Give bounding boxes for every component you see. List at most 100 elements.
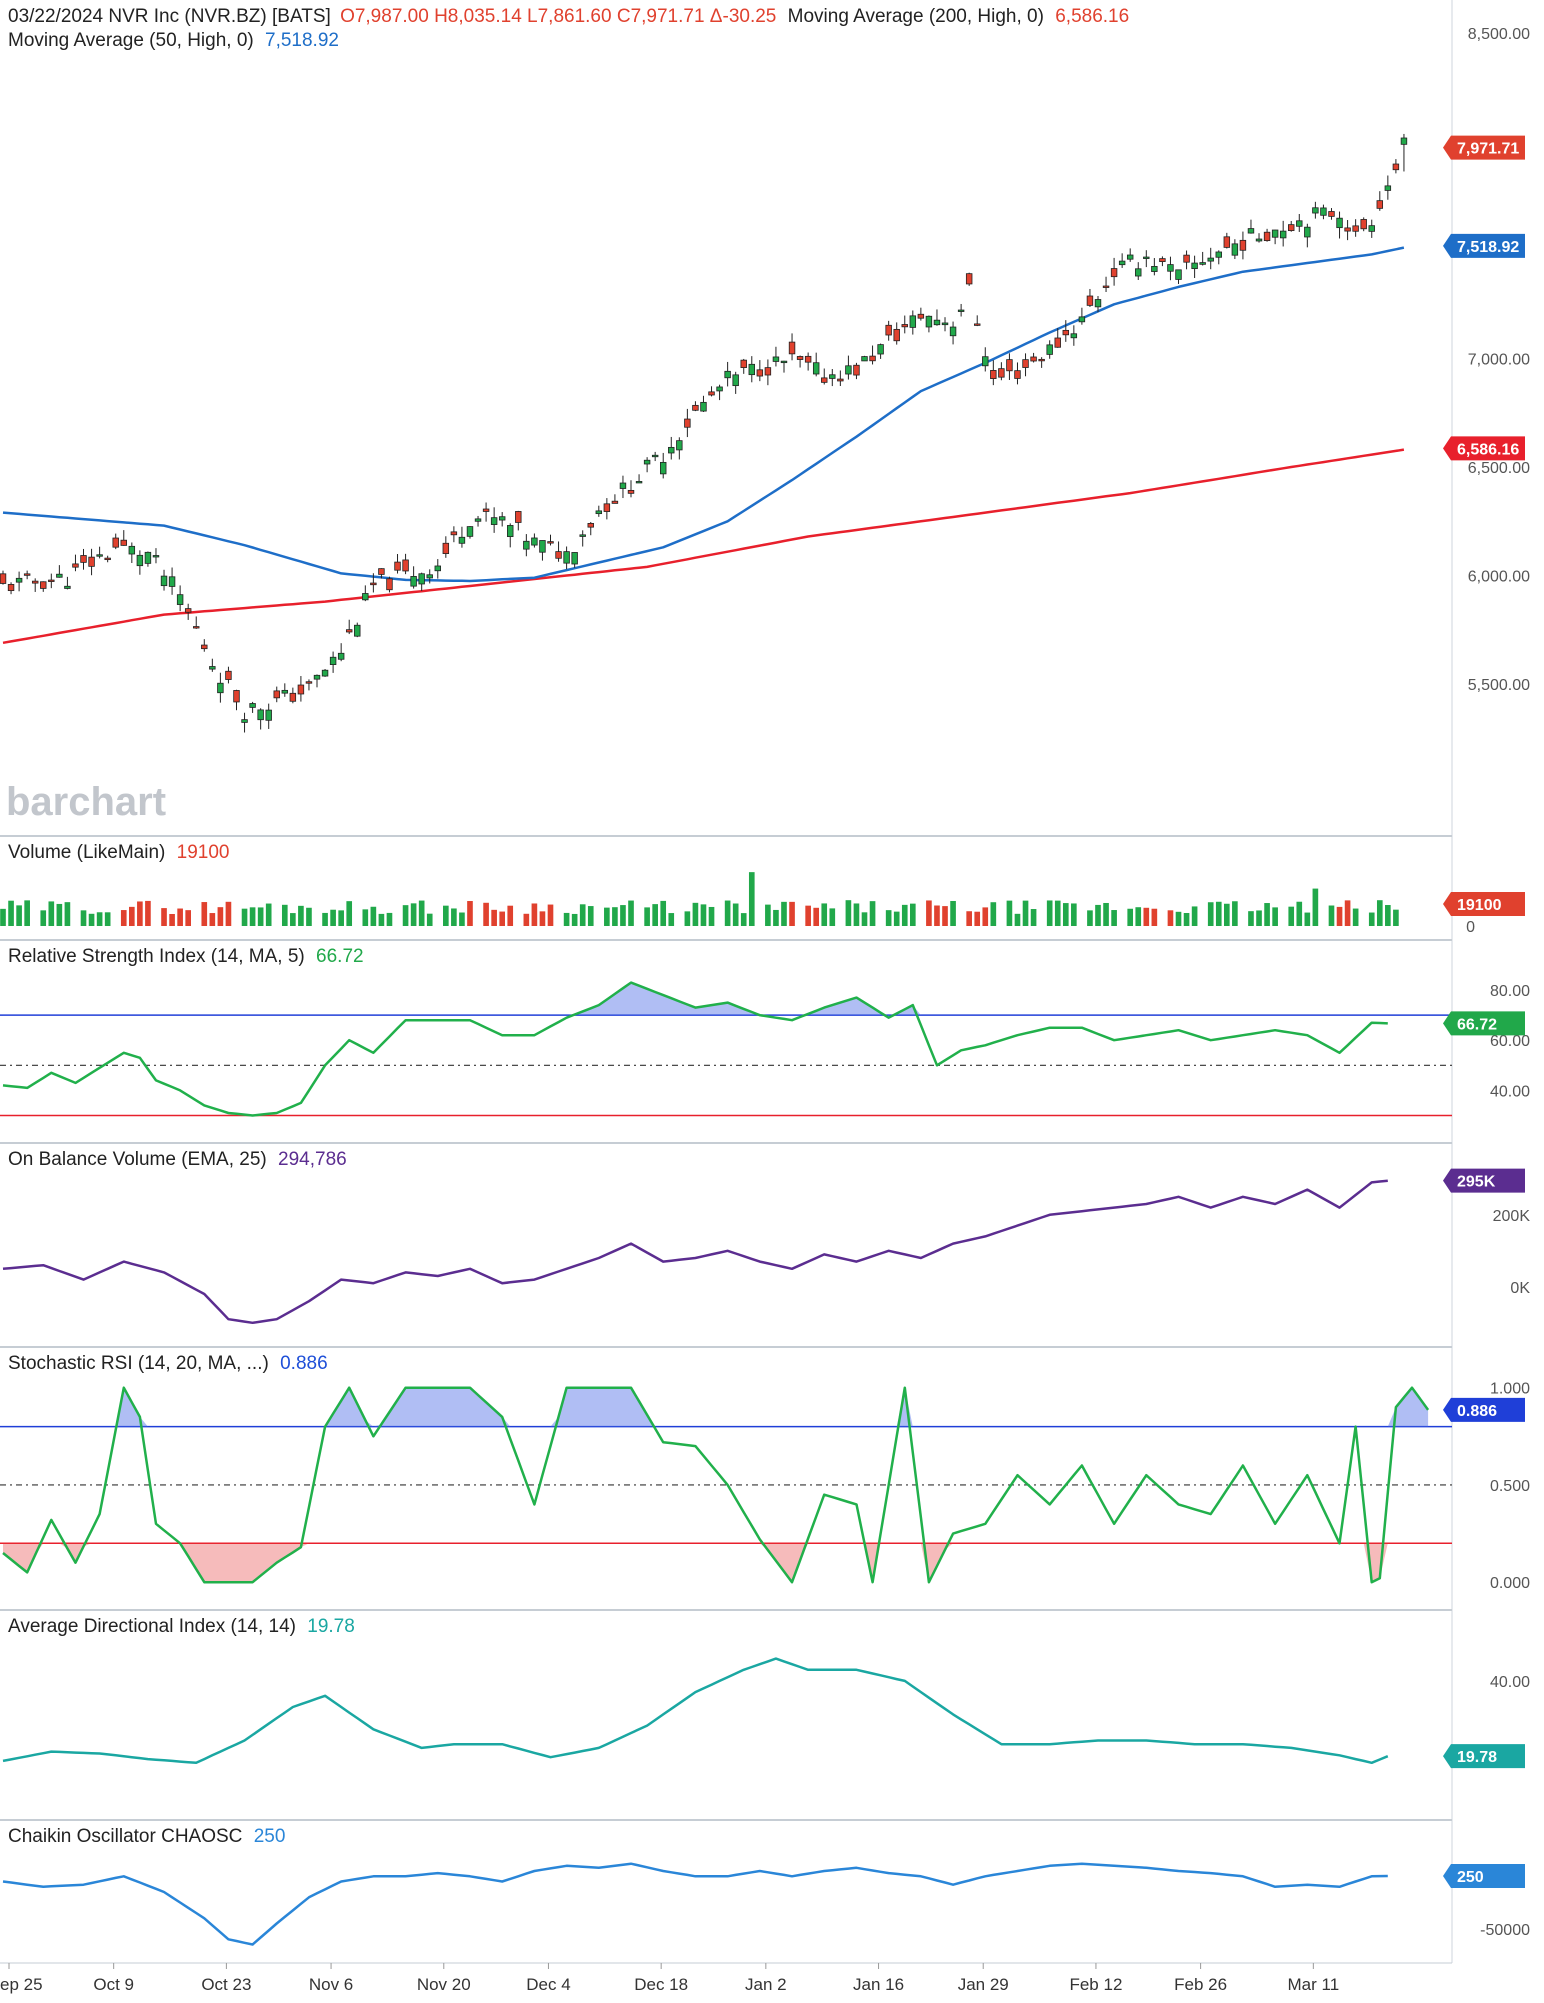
volume-bar-up [451,908,457,926]
candle-down [233,690,240,703]
candle-down [394,561,401,571]
candle-down [402,559,409,572]
adx-pane: 40.00 [2,1657,1530,1765]
last-price-tag-bg [1443,135,1525,160]
candle-down [788,341,796,355]
volume-bar-down [225,901,232,926]
volume-bar-up [1272,907,1278,926]
ma200-label: Moving Average (200, High, 0) [788,6,1044,27]
volume-bar-up [80,910,87,926]
candle-down [587,523,594,528]
volume-bar-down [129,906,135,926]
candle-down [23,573,31,576]
volume-bar-up [563,912,570,926]
candle-down [901,324,908,328]
volume-bar-up [1207,902,1214,926]
volume-bar-up [104,912,111,926]
volume-bar-down [926,900,932,926]
candle-up [982,356,989,367]
candle-down [80,555,87,563]
price-tick-label: 8,500.00 [1468,26,1530,43]
volume-y-axis: 0 [1466,919,1475,936]
candle-up [1247,228,1255,234]
adx-tag-bg [1443,1744,1525,1769]
ma200-line [2,448,1405,645]
chaikin-tag-bg [1443,1863,1525,1888]
candle-up [265,709,272,721]
volume-bar-up [459,912,465,926]
volume-tag-bg [1443,892,1525,916]
candle-down [1344,227,1351,232]
volume-bar-down [813,907,820,926]
stochrsi-tag-label: 0.886 [1457,1403,1497,1420]
volume-bar-up [821,903,828,926]
volume-bar-up [1071,903,1077,926]
adx-line [2,1657,1389,1765]
x-tick-label: Oct 23 [201,1975,251,1994]
volume-bar-up [1352,908,1359,926]
x-tick-label: Mar 11 [1288,1975,1340,1994]
candle-up [539,540,546,553]
volume-bar-up [1183,913,1190,926]
volume-bar-up [257,907,264,926]
candle-up [523,540,530,550]
volume-bar-up [241,908,248,926]
adx-title: Average Directional Index (14, 14) [8,1616,296,1637]
candle-up [1078,316,1086,323]
volume-bar-up [571,913,578,926]
rsi-tag-bg [1443,1011,1525,1036]
candle-up [281,689,289,694]
candle-up [1271,229,1279,238]
obv-title: On Balance Volume (EMA, 25) [8,1149,267,1170]
stochrsi-tick-label: 0.000 [1490,1575,1530,1592]
volume-bar-up [587,906,594,926]
volume-bar-up [1111,910,1117,926]
stochrsi-tick-label: 1.000 [1490,1381,1530,1398]
volume-bar-up [1328,905,1335,926]
candle-up [474,518,482,522]
volume-bar-down [805,905,811,926]
candle-up [1255,238,1263,242]
volume-bar-down [789,901,795,926]
candle-up [676,440,683,451]
chaikin-title-line: Chaikin Oscillator CHAOSC 250 [8,1826,285,1847]
price-tick-label: 5,500.00 [1468,677,1530,694]
volume-bar-up [861,912,868,926]
volume-bar-up [322,912,328,926]
candle-down [990,370,997,379]
candle-up [845,365,852,375]
volume-bar-down [209,913,216,926]
volume-bar-up [370,906,377,926]
stochrsi-title-line: Stochastic RSI (14, 20, MA, ...) 0.886 [8,1353,328,1374]
candle-down [1062,329,1070,336]
candle-up [329,656,337,665]
volume-bar-down [1151,908,1158,926]
candle-down [603,503,611,512]
volume-bar-down [491,909,497,926]
volume-bar-down [169,913,175,926]
ma200-path [2,448,1405,645]
candle-up [426,574,433,579]
candle-up [941,322,949,326]
candle-down [1263,231,1271,242]
candle-down [442,542,450,554]
chaikin-value: 250 [254,1826,286,1847]
candle-down [482,508,490,512]
candle-up [410,576,417,587]
candle-down [104,557,111,561]
candle-down [853,364,860,376]
volume-bar-up [773,909,779,926]
volume-bar-up [1215,901,1222,926]
candle-down [0,573,7,584]
ma50-value: 7,518.92 [265,30,339,51]
candle-down [386,578,393,591]
candle-down [297,684,305,695]
volume-bar-down [966,911,972,926]
volume-bar-down [120,910,127,926]
volume-bar-up [781,901,787,926]
ma200-value: 6,586.16 [1055,6,1129,27]
candle-up [1175,269,1182,280]
candle-up [1167,264,1174,272]
candle-down [555,551,562,559]
rsi-tick-label: 60.00 [1490,1033,1530,1050]
